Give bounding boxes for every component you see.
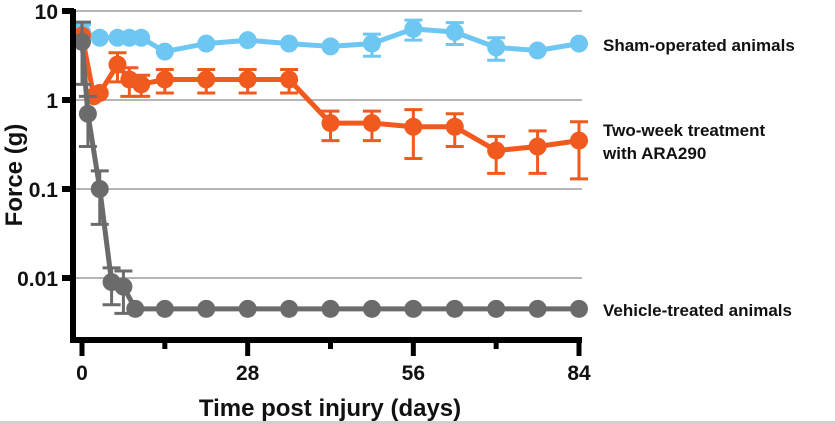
data-point	[404, 19, 423, 38]
data-point	[362, 299, 381, 318]
y-tick-label: 10	[35, 1, 58, 24]
data-point	[108, 55, 127, 74]
y-axis-title: Force (g)	[1, 124, 28, 227]
series-two-week-treatment-with-ara290	[73, 26, 588, 181]
data-point	[126, 299, 145, 318]
data-point	[197, 70, 216, 89]
data-point	[445, 299, 464, 318]
data-point	[155, 70, 174, 89]
data-point	[570, 131, 588, 150]
x-tick-label: 56	[402, 362, 425, 385]
data-point	[238, 70, 257, 89]
data-point	[73, 32, 91, 51]
data-point	[445, 117, 464, 136]
legend-label-vehicle: Vehicle-treated animals	[603, 301, 792, 320]
data-point	[155, 42, 174, 61]
data-point	[321, 37, 340, 56]
series-layer	[73, 18, 588, 318]
data-point	[528, 137, 547, 156]
y-ticks: 10 1 0.1 0.01	[17, 1, 74, 291]
gridlines	[76, 10, 582, 279]
data-point	[404, 299, 423, 318]
data-point	[280, 34, 299, 53]
data-point	[362, 34, 381, 53]
data-point	[78, 104, 97, 123]
data-point	[132, 75, 151, 94]
data-point	[90, 28, 109, 47]
data-point	[238, 31, 257, 50]
data-point	[132, 28, 151, 47]
data-point	[197, 299, 216, 318]
data-point	[114, 277, 133, 296]
series-sham-operated-animals	[73, 18, 588, 62]
data-point	[280, 70, 299, 89]
data-point	[280, 299, 299, 318]
series-vehicle-treated-animals	[73, 20, 588, 318]
y-tick-label: 0.01	[17, 268, 58, 291]
data-point	[487, 299, 506, 318]
data-point	[487, 38, 506, 57]
data-point	[321, 114, 340, 133]
data-point	[528, 299, 547, 318]
data-point	[155, 299, 174, 318]
data-point	[90, 180, 109, 198]
x-tick-label: 84	[567, 362, 591, 385]
data-point	[570, 34, 588, 53]
data-point	[197, 34, 216, 53]
y-tick-label: 0.1	[29, 179, 59, 202]
x-axis-title: Time post injury (days)	[199, 395, 461, 422]
data-point	[90, 83, 109, 102]
data-point	[528, 41, 547, 60]
x-ticks: 0 28 56 84	[76, 338, 591, 385]
axes	[70, 9, 582, 343]
data-point	[445, 23, 464, 42]
data-point	[404, 117, 423, 136]
x-tick-label: 0	[76, 362, 88, 385]
data-point	[570, 299, 588, 318]
data-point	[321, 299, 340, 318]
data-point	[238, 299, 257, 318]
data-point	[487, 141, 506, 160]
bottom-divider	[0, 421, 835, 424]
data-point	[362, 114, 381, 133]
legend-label-ara290-line1: Two-week treatment	[603, 121, 766, 140]
legend-label-ara290-line2: with ARA290	[602, 144, 706, 163]
y-tick-label: 1	[46, 90, 58, 113]
x-tick-label: 28	[236, 362, 260, 385]
legend-label-sham: Sham-operated animals	[603, 36, 795, 55]
